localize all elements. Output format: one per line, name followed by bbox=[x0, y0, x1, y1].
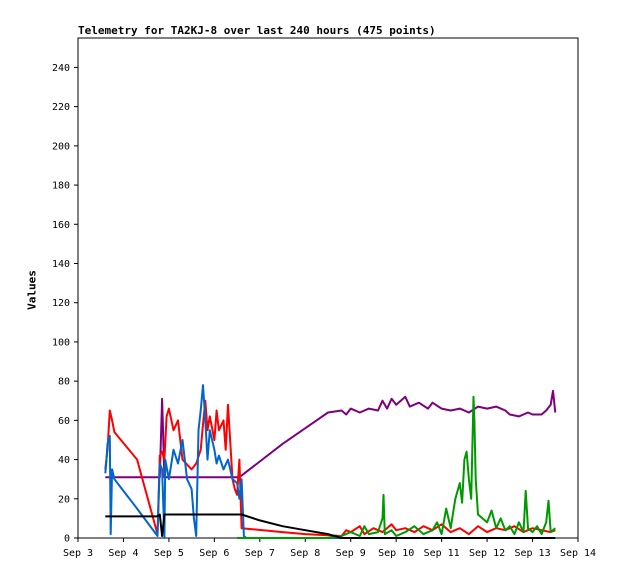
y-tick-label: 20 bbox=[58, 494, 70, 505]
y-tick-label: 120 bbox=[52, 298, 70, 309]
series-line-3 bbox=[104, 384, 556, 539]
x-tick-label: Sep 13 bbox=[514, 548, 550, 559]
x-tick-label: Sep 11 bbox=[424, 548, 460, 559]
y-tick-label: 140 bbox=[52, 259, 70, 270]
y-tick-label: 220 bbox=[52, 102, 70, 113]
y-tick-label: 0 bbox=[64, 534, 70, 545]
x-tick-label: Sep 12 bbox=[469, 548, 505, 559]
y-tick-label: 80 bbox=[58, 377, 70, 388]
x-tick-label: Sep 9 bbox=[336, 548, 366, 559]
series-line-5 bbox=[105, 513, 556, 539]
x-tick-label: Sep 5 bbox=[154, 548, 184, 559]
x-tick-label: Sep 10 bbox=[378, 548, 414, 559]
y-tick-label: 240 bbox=[52, 63, 70, 74]
x-tick-label: Sep 6 bbox=[199, 548, 229, 559]
series-line-2 bbox=[104, 399, 556, 537]
y-tick-label: 100 bbox=[52, 337, 70, 348]
series-line-4 bbox=[237, 395, 556, 539]
series-line-1 bbox=[105, 389, 557, 479]
y-axis: 0 20 40 60 80 100 120 140 160 180 200 220 240 bbox=[52, 63, 78, 545]
y-tick-label: 180 bbox=[52, 181, 70, 192]
y-tick-label: 40 bbox=[58, 455, 70, 466]
x-axis: Sep 3 Sep 4 Sep 5 Sep 6 Sep 7 Sep 8 Sep 9 Sep 1… bbox=[63, 538, 596, 559]
x-tick-label: Sep 3 bbox=[63, 548, 93, 559]
series-layer bbox=[104, 384, 557, 539]
x-tick-label: Sep 4 bbox=[108, 548, 138, 559]
chart-title: Telemetry for TA2KJ-8 over last 240 hour… bbox=[78, 24, 436, 37]
x-tick-label: Sep 14 bbox=[560, 548, 596, 559]
plot-frame bbox=[77, 37, 579, 539]
x-tick-label: Sep 8 bbox=[290, 548, 320, 559]
y-tick-label: 160 bbox=[52, 220, 70, 231]
x-tick-label: Sep 7 bbox=[245, 548, 275, 559]
y-tick-label: 200 bbox=[52, 141, 70, 152]
y-tick-label: 60 bbox=[58, 416, 70, 427]
